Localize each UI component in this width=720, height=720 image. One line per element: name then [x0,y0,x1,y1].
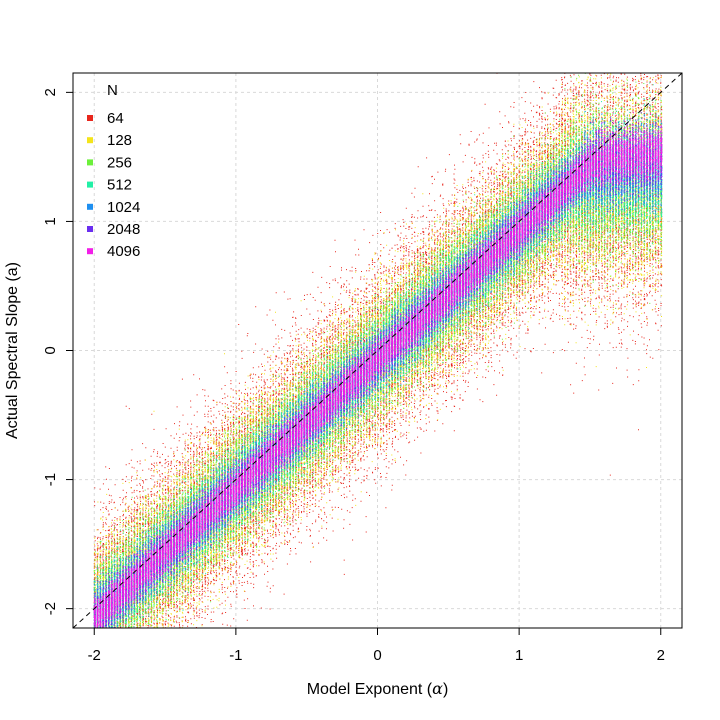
x-tick-label: -1 [229,647,242,664]
x-axis-title: Model Exponent (α) [307,679,449,698]
x-axis-title-text: Model Exponent ( [307,681,433,698]
legend-label-1024: 1024 [107,199,140,216]
legend-swatch-64 [87,115,93,121]
x-axis-title-suffix: ) [443,681,448,698]
x-tick-label: -2 [88,647,101,664]
y-tick-label: -2 [42,602,59,615]
x-tick-label: 2 [657,647,665,664]
legend-label-256: 256 [107,154,132,171]
x-axis-title-symbol: α [432,679,443,698]
legend-swatch-512 [87,182,93,188]
legend-label-128: 128 [107,132,132,149]
y-tick-label: 1 [42,217,59,225]
legend-title: N [107,82,118,99]
y-axis-title: Actual Spectral Slope (a) [4,262,21,439]
y-tick-label: -1 [42,473,59,486]
legend-label-4096: 4096 [107,243,140,260]
legend-swatch-4096 [87,248,93,254]
legend-label-2048: 2048 [107,221,140,238]
x-tick-label: 1 [515,647,523,664]
legend-swatch-2048 [87,226,93,232]
legend-swatch-1024 [87,204,93,210]
y-tick-label: 2 [42,88,59,96]
legend-label-64: 64 [107,110,124,127]
legend-label-512: 512 [107,177,132,194]
legend-swatch-256 [87,159,93,165]
series-container [94,0,663,720]
data-points [94,0,663,720]
legend: N 64 128 256 512 1024 2048 4096 [87,82,140,260]
legend-swatch-128 [87,137,93,143]
x-tick-label: 0 [373,647,381,664]
y-tick-label: 0 [42,346,59,354]
